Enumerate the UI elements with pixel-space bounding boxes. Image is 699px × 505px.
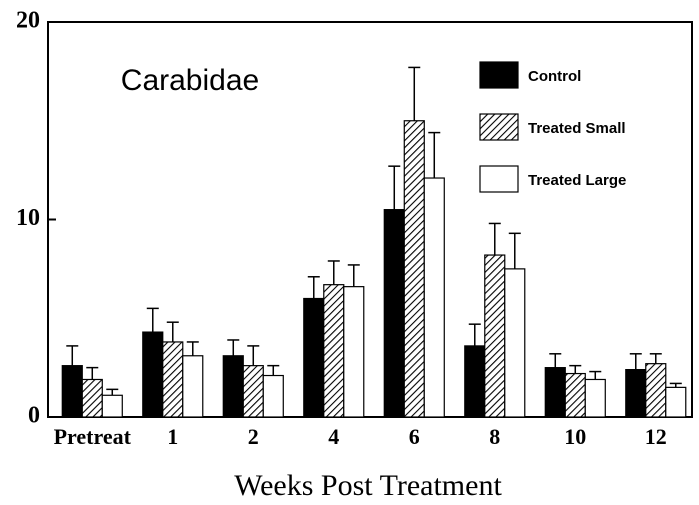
- bar: [665, 386, 687, 418]
- legend-label: Treated Small: [528, 120, 626, 137]
- x-tick-label: 8: [489, 424, 500, 449]
- bar: [101, 394, 123, 418]
- bar: [182, 355, 204, 418]
- legend-label: Treated Large: [528, 172, 626, 189]
- bar: [242, 365, 264, 418]
- y-tick-label: 10: [16, 205, 40, 231]
- legend-swatch: [479, 61, 519, 89]
- bar: [81, 378, 103, 418]
- x-tick-label: 2: [248, 424, 259, 449]
- bar: [464, 345, 486, 418]
- bar: [484, 254, 506, 418]
- chart-title: Carabidae: [121, 64, 259, 97]
- legend-swatch: [479, 165, 519, 193]
- bar: [544, 367, 566, 418]
- bar: [323, 284, 345, 418]
- x-tick-label: 4: [328, 424, 339, 449]
- bar: [625, 369, 647, 418]
- bar: [61, 365, 83, 418]
- bar: [584, 378, 606, 418]
- x-tick-label: Pretreat: [54, 424, 132, 449]
- bar: [262, 374, 284, 418]
- bar: [645, 363, 667, 418]
- bar: [222, 355, 244, 418]
- legend-swatch: [479, 113, 519, 141]
- bar: [403, 120, 425, 418]
- bar: [303, 297, 325, 418]
- legend-label: Control: [528, 68, 581, 85]
- bar: [564, 372, 586, 418]
- x-tick-label: 12: [645, 424, 667, 449]
- bar: [142, 331, 164, 418]
- bar: [343, 286, 365, 418]
- x-tick-label: 1: [167, 424, 178, 449]
- y-tick-label: 0: [28, 403, 40, 429]
- x-tick-label: 10: [564, 424, 586, 449]
- bar: [423, 177, 445, 418]
- x-axis-label: Weeks Post Treatment: [234, 469, 502, 502]
- bar: [504, 268, 526, 418]
- x-tick-label: 6: [409, 424, 420, 449]
- y-tick-label: 20: [16, 8, 40, 34]
- bar: [162, 341, 184, 418]
- bar: [383, 209, 405, 418]
